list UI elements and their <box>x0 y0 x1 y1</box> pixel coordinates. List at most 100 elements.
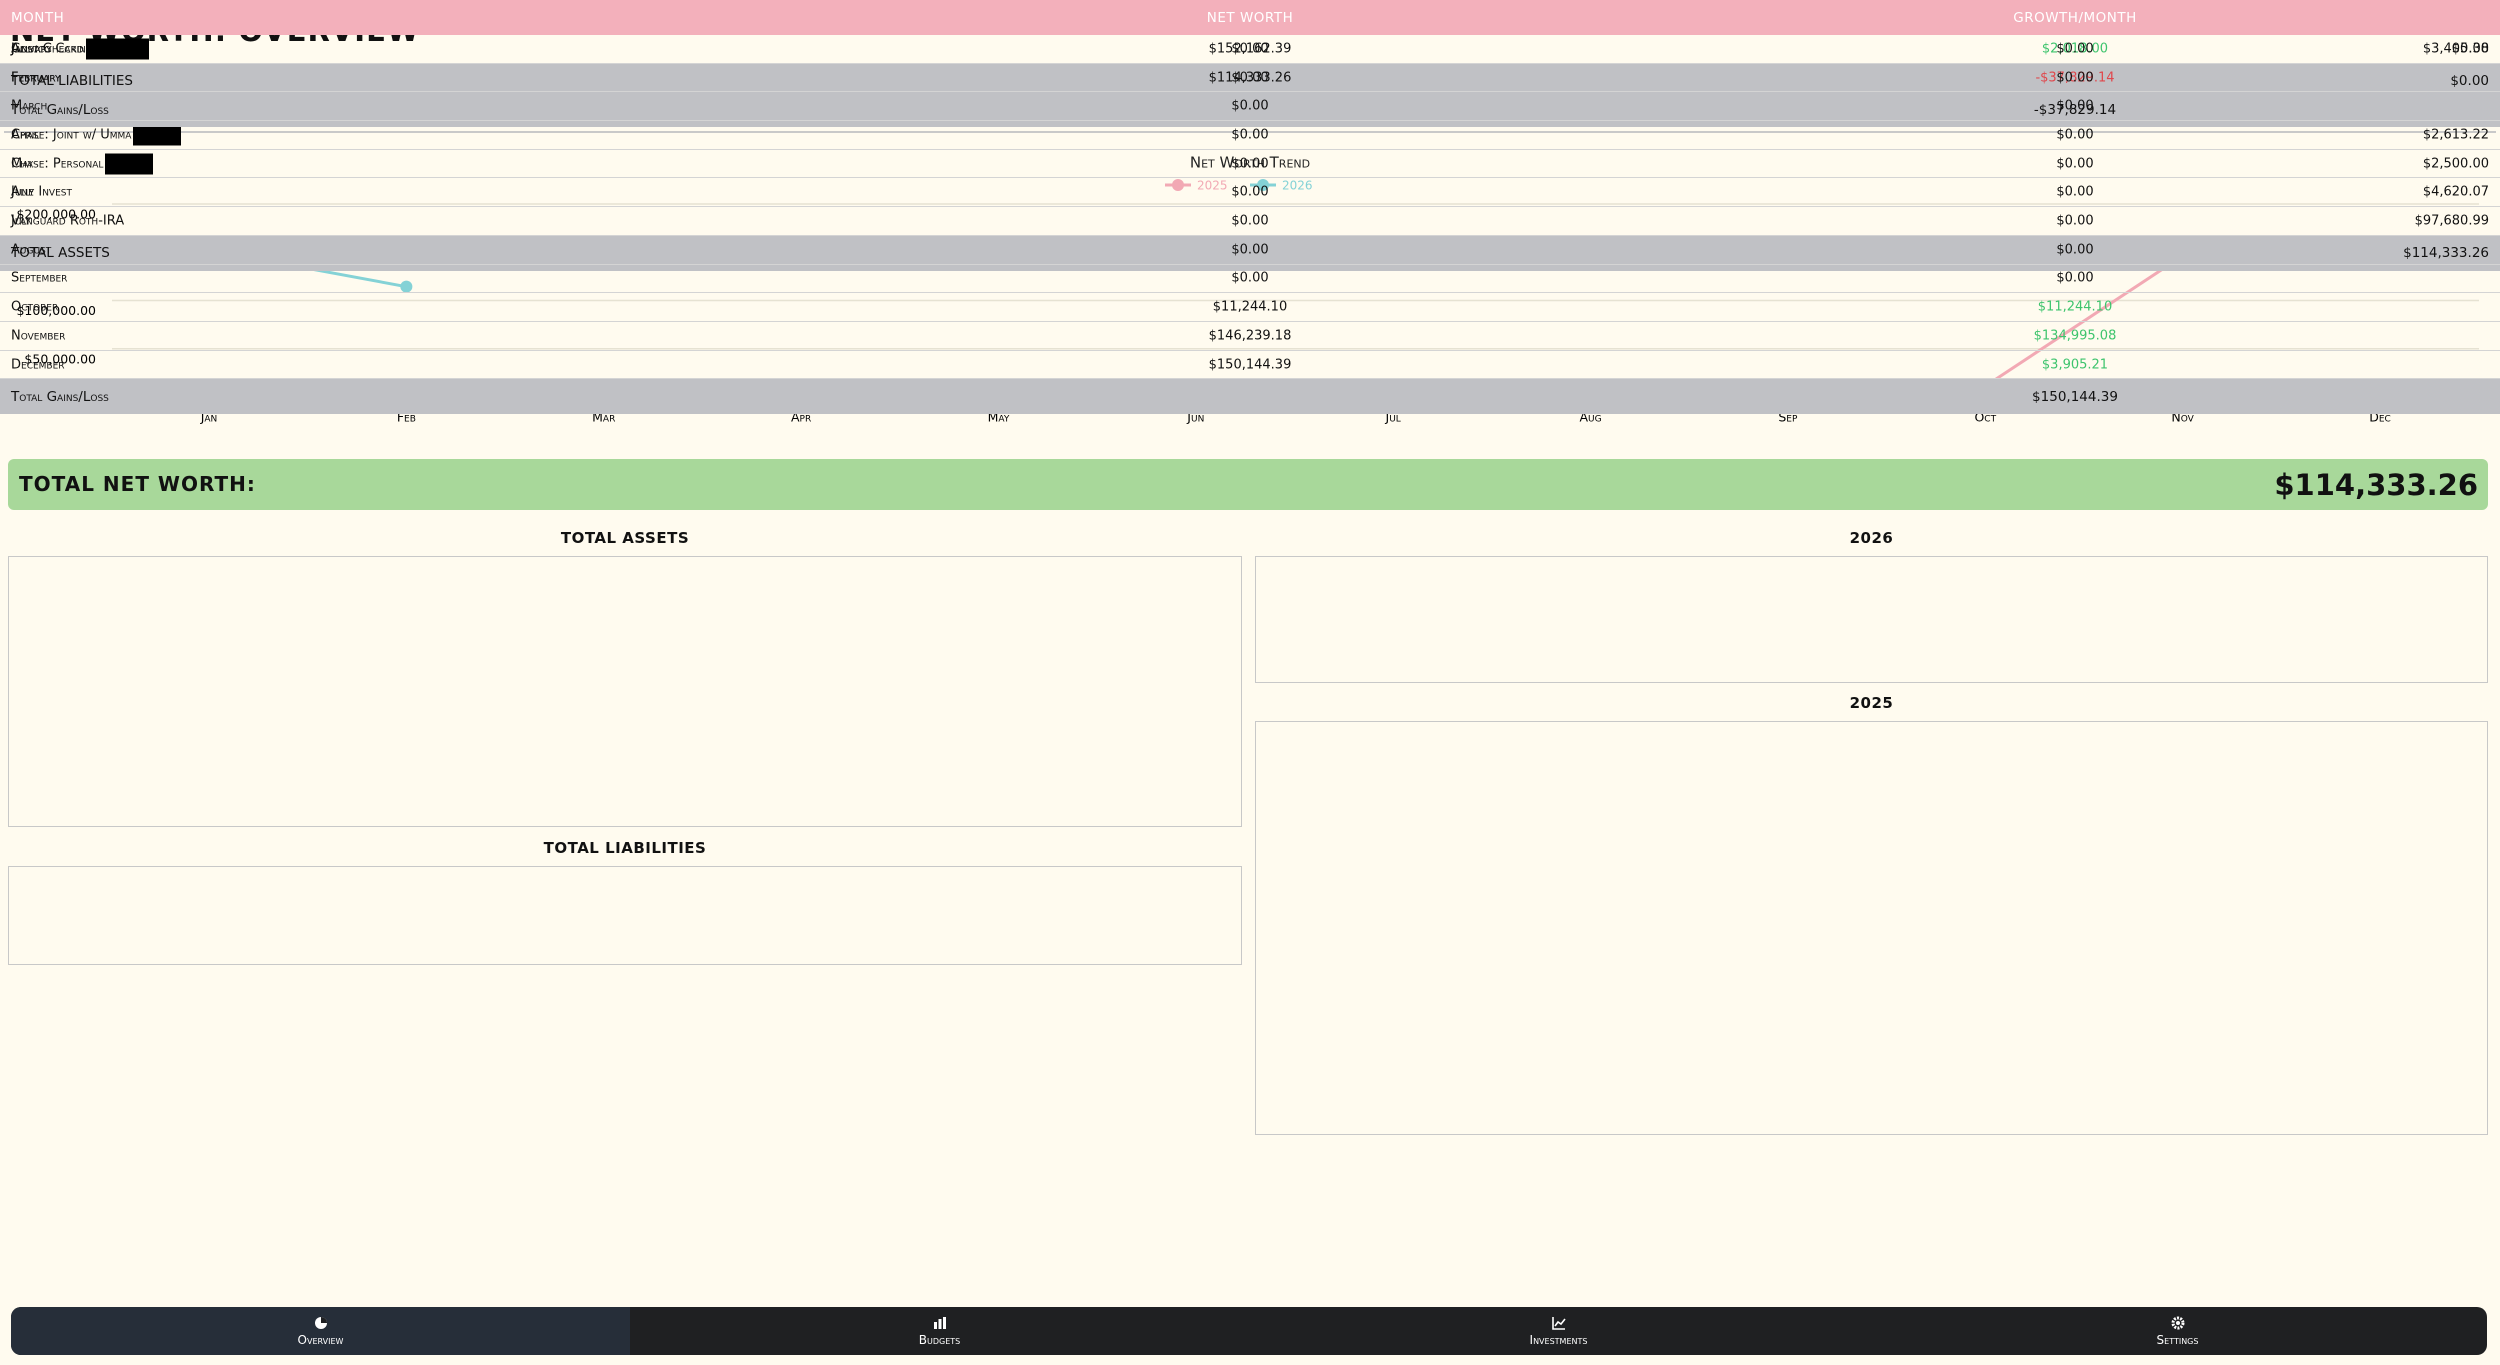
table-cell: $152,162.39 <box>1208 41 1292 57</box>
table-row: November $146,239.18 $134,995.08 <box>0 322 2500 351</box>
table-cell: $150,144.39 <box>2032 388 2118 405</box>
table-cell: Total Gains/Loss <box>11 388 109 405</box>
table-header: MONTH NET WORTH GROWTH/MONTH <box>0 0 2500 35</box>
table-cell: $0.00 <box>1231 242 1269 258</box>
nav-label: Budgets <box>918 1333 961 1347</box>
nav-label: Overview <box>297 1333 344 1347</box>
table <box>1255 556 2488 684</box>
redaction <box>85 38 134 60</box>
table-cell: $0.00 <box>2056 70 2094 86</box>
table-cell: September <box>11 270 68 286</box>
table-cell: Ally Invest <box>11 184 72 200</box>
table-cell: $134,995.08 <box>2033 328 2117 344</box>
table-cell: Chase: Joint w/ Umma <box>11 124 182 146</box>
table-cell: -$37,829.14 <box>2035 70 2115 86</box>
table-cell: July <box>11 213 31 229</box>
table <box>8 556 1242 827</box>
total-net-worth-banner: TOTAL NET WORTH: $114,333.26 <box>8 459 2488 510</box>
table-row: March $0.00 $0.00 <box>0 92 2500 122</box>
table-title: TOTAL ASSETS <box>560 529 690 547</box>
nav-tab[interactable]: Overview <box>11 1307 630 1355</box>
table-row: May $0.00 $0.00 <box>0 150 2500 179</box>
table-cell: $0.00 <box>2056 98 2094 114</box>
table-cell: February <box>11 70 61 86</box>
table-row: December $150,144.39 $3,905.21 <box>0 351 2500 380</box>
table-cell: $2,613.22 <box>2422 127 2489 143</box>
data-point <box>400 280 413 293</box>
table-cell: $0.00 <box>2056 242 2094 258</box>
table-cell: $3,905.21 <box>2041 357 2109 373</box>
table-cell: May <box>11 156 34 172</box>
table-title: 2025 <box>1849 694 1894 712</box>
table-cell: $0.00 <box>1231 41 1269 57</box>
table-row: October $11,244.10 $11,244.10 <box>0 293 2500 322</box>
chart-title: Net Worth Trend <box>1190 154 1310 172</box>
table-total-row: Total Gains/Loss $150,144.39 <box>0 379 2500 415</box>
table-cell: $114,333.26 <box>1208 70 1292 86</box>
table-cell: $0.00 <box>2056 270 2094 286</box>
table-cell: $0.00 <box>1231 127 1269 143</box>
table-cell: $0.00 <box>2056 41 2094 57</box>
table-cell: $0.00 <box>1231 70 1269 86</box>
table-cell: February <box>11 70 61 86</box>
table-cell: $150,144.39 <box>1208 357 1292 373</box>
nav-tab[interactable]: Budgets <box>630 1307 1249 1355</box>
legend-swatch <box>1257 179 1269 191</box>
table-total-row: Total Gains/Loss -$37,829.14 <box>0 92 2500 128</box>
table-row: January $0.00 $0.00 <box>0 35 2500 64</box>
table-cell: $0.00 <box>2056 213 2094 229</box>
table-row: September $0.00 $0.00 <box>0 265 2500 294</box>
table-cell: $0.00 <box>2451 41 2489 57</box>
table-title: TOTAL LIABILITIES <box>543 839 707 857</box>
table-cell: MONTH <box>11 9 65 26</box>
table <box>8 866 1242 965</box>
y-tick-label: $200,000.00 <box>16 207 96 222</box>
table-cell: $0.00 <box>1231 213 1269 229</box>
table-cell: TOTAL ASSETS <box>11 245 110 262</box>
table-cell: $2,500.00 <box>2422 156 2489 172</box>
table-cell: Vanguard Roth-IRA <box>11 213 125 229</box>
table-cell: December <box>11 357 65 373</box>
y-tick-label: $100,000.00 <box>16 303 96 318</box>
table-cell: GROWTH/MONTH <box>2013 9 2137 26</box>
table-cell: June <box>11 184 34 200</box>
table-cell: $4,620.07 <box>2422 184 2489 200</box>
table-row: July $0.00 $0.00 <box>0 207 2500 236</box>
table-cell: $0.00 <box>1231 270 1269 286</box>
table-cell: $0.00 <box>1231 156 1269 172</box>
table-cell: $0.00 <box>1231 98 1269 114</box>
table-cell: Costco Card <box>11 38 134 60</box>
nav-icon <box>2170 1315 2186 1331</box>
table-cell: $2,018.00 <box>2041 41 2109 57</box>
table-cell: Total Gains/Loss <box>11 101 109 118</box>
table-total-row: TOTAL ASSETS $114,333.26 <box>0 235 2500 271</box>
table-cell: October <box>11 299 59 315</box>
table-row: February $0.00 $0.00 <box>0 64 2500 93</box>
nav-tab[interactable]: Settings <box>1868 1307 2487 1355</box>
legend-label: 2026 <box>1282 179 1313 193</box>
table-cell: $11,244.10 <box>2037 299 2113 315</box>
nav-label: Investments <box>1529 1333 1588 1347</box>
redaction <box>133 124 182 146</box>
nav-icon <box>1551 1315 1567 1331</box>
total-net-worth-label: TOTAL NET WORTH: <box>19 472 256 496</box>
table-cell: TOTAL LIABILITIES <box>11 73 133 90</box>
rule <box>4 131 2496 133</box>
nav-label: Settings <box>2156 1333 2199 1347</box>
table-row: April $0.00 $0.00 <box>0 121 2500 150</box>
table-cell: $0.00 <box>2056 127 2094 143</box>
table-cell: April <box>11 127 40 143</box>
table-cell: $3,405.38 <box>2422 41 2489 57</box>
table-cell: March <box>11 98 48 114</box>
nav-tab[interactable]: Investments <box>1249 1307 1868 1355</box>
table <box>1255 721 2488 1136</box>
table-cell: November <box>11 328 66 344</box>
table-cell: $146,239.18 <box>1208 328 1292 344</box>
y-tick-label: $50,000.00 <box>24 351 96 366</box>
total-net-worth-value: $114,333.26 <box>2274 468 2478 502</box>
table-cell: $0.00 <box>2056 156 2094 172</box>
table-cell: $114,333.26 <box>2403 245 2489 262</box>
table-cell: $0.00 <box>2450 73 2489 90</box>
legend-label: 2025 <box>1197 179 1228 193</box>
